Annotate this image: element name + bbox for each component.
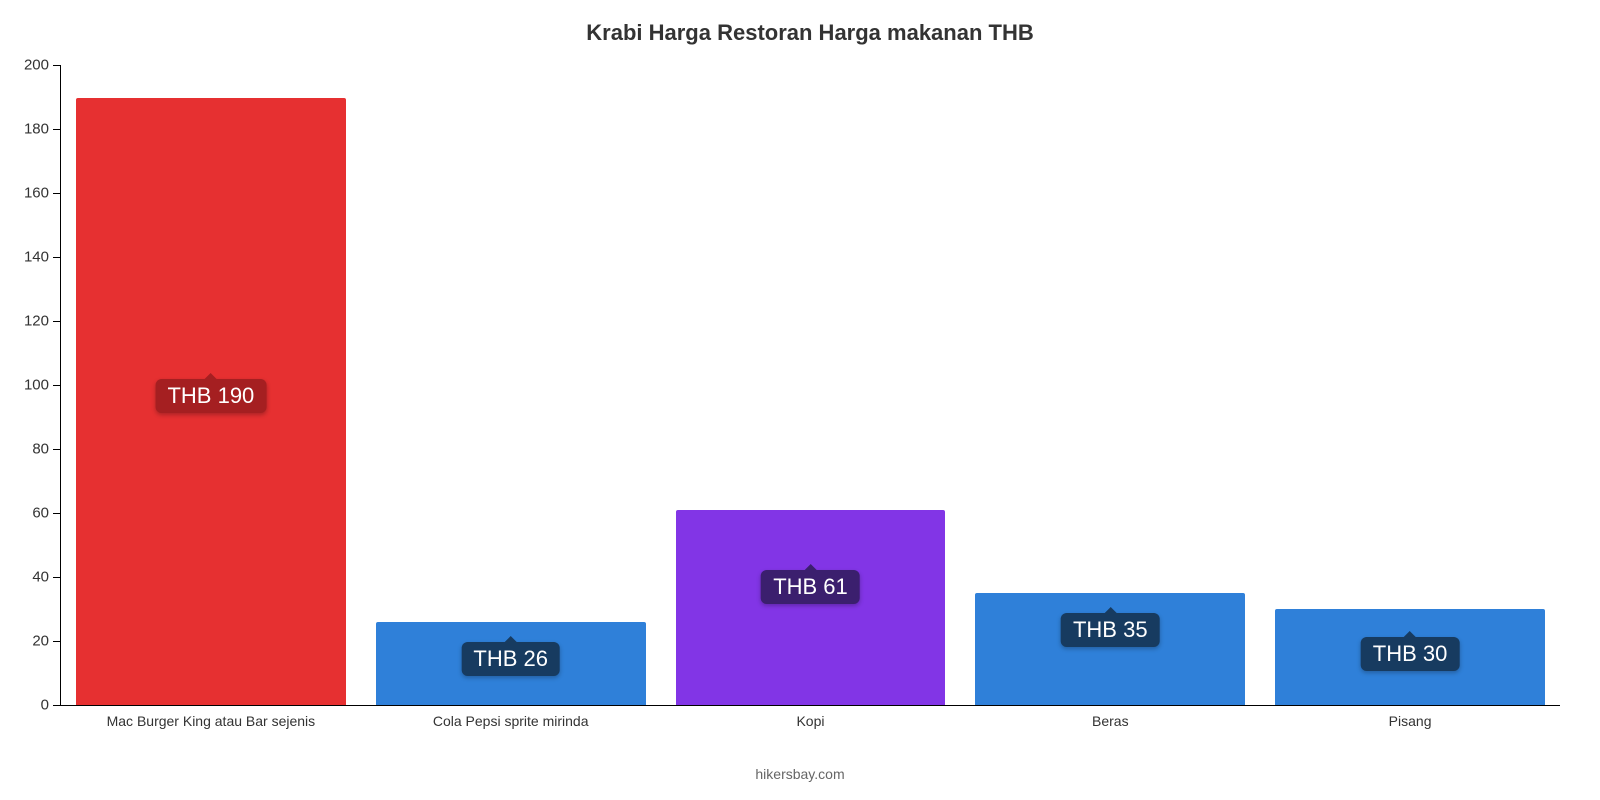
bar: THB 61 <box>676 510 946 705</box>
y-axis-label: 200 <box>24 57 61 74</box>
x-axis-label: Cola Pepsi sprite mirinda <box>361 713 661 729</box>
attribution-text: hikersbay.com <box>0 766 1600 782</box>
bar: THB 35 <box>975 593 1245 705</box>
x-axis-label: Pisang <box>1260 713 1560 729</box>
y-axis-label: 0 <box>41 697 61 714</box>
chart-title: Krabi Harga Restoran Harga makanan THB <box>60 20 1560 46</box>
bar-slot: THB 61 <box>661 66 961 705</box>
y-axis-label: 60 <box>32 505 61 522</box>
y-axis-label: 140 <box>24 249 61 266</box>
value-badge: THB 190 <box>155 379 266 413</box>
value-badge: THB 61 <box>761 570 860 604</box>
value-badge: THB 30 <box>1361 637 1460 671</box>
y-axis-label: 40 <box>32 569 61 586</box>
x-axis-label: Kopi <box>661 713 961 729</box>
plot-area: THB 190THB 26THB 61THB 35THB 30 Mac Burg… <box>60 66 1560 706</box>
y-axis-label: 180 <box>24 121 61 138</box>
x-axis-label: Mac Burger King atau Bar sejenis <box>61 713 361 729</box>
x-axis-label: Beras <box>960 713 1260 729</box>
bar-slot: THB 30 <box>1260 66 1560 705</box>
x-axis-labels: Mac Burger King atau Bar sejenisCola Pep… <box>61 713 1560 729</box>
bar: THB 30 <box>1275 609 1545 705</box>
y-axis-label: 80 <box>32 441 61 458</box>
bar: THB 190 <box>76 98 346 705</box>
bars-group: THB 190 THB 26 THB 61 THB 35 THB 30 <box>61 66 1560 705</box>
bar: THB 26 <box>376 622 646 705</box>
y-axis-label: 100 <box>24 377 61 394</box>
y-axis-label: 160 <box>24 185 61 202</box>
value-badge: THB 26 <box>461 642 560 676</box>
y-axis-label: 20 <box>32 633 61 650</box>
bar-slot: THB 190 <box>61 66 361 705</box>
bar-slot: THB 35 <box>960 66 1260 705</box>
chart-container: Krabi Harga Restoran Harga makanan THB T… <box>0 0 1600 800</box>
bar-slot: THB 26 <box>361 66 661 705</box>
value-badge: THB 35 <box>1061 613 1160 647</box>
y-axis-label: 120 <box>24 313 61 330</box>
